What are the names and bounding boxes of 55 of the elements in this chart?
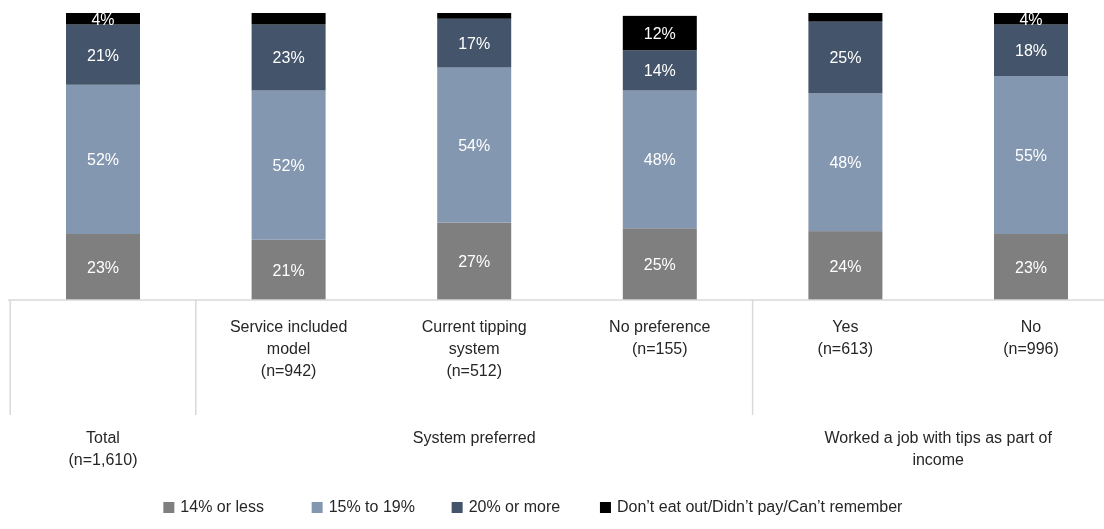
data-label: 4% bbox=[1019, 10, 1043, 28]
data-label: 48% bbox=[643, 151, 676, 169]
bar bbox=[994, 233, 1068, 300]
data-label: 12% bbox=[643, 25, 676, 43]
data-label: 52% bbox=[86, 151, 120, 169]
bar bbox=[808, 231, 883, 300]
bar bbox=[808, 13, 883, 22]
data-label: 14% bbox=[643, 62, 676, 80]
legend-label: 20% or more bbox=[468, 498, 561, 515]
x-tick-label: No preference (n=155) bbox=[609, 318, 711, 357]
text: Total (n=1,610) bbox=[68, 429, 138, 468]
bar bbox=[66, 233, 140, 300]
bar bbox=[622, 50, 697, 91]
data-label: 25% bbox=[643, 256, 676, 274]
bar bbox=[622, 228, 697, 300]
data-label: 23% bbox=[86, 258, 120, 276]
bar bbox=[251, 24, 326, 91]
legend-label: 15% to 19% bbox=[328, 498, 415, 515]
bar bbox=[994, 24, 1068, 77]
bar bbox=[251, 239, 326, 300]
data-label: 17% bbox=[458, 35, 491, 53]
bar bbox=[66, 84, 140, 234]
data-label: 21% bbox=[272, 261, 305, 279]
bar bbox=[437, 67, 512, 223]
data-label: 27% bbox=[458, 253, 491, 271]
data-label: 18% bbox=[1014, 42, 1048, 60]
bar bbox=[251, 13, 326, 25]
data-label: 54% bbox=[458, 137, 491, 155]
data-label: 21% bbox=[86, 46, 120, 64]
x-tick-label: Service included model (n=942) bbox=[229, 318, 348, 379]
bar bbox=[437, 18, 512, 68]
data-label: 23% bbox=[272, 49, 305, 67]
x-tick-label: No (n=996) bbox=[1003, 318, 1059, 357]
x-tick-label: Current tipping system (n=512) bbox=[421, 318, 527, 379]
data-label: 24% bbox=[829, 257, 862, 275]
data-label: 48% bbox=[829, 154, 862, 172]
data-label: 25% bbox=[829, 49, 862, 67]
bar bbox=[66, 24, 140, 85]
bar bbox=[994, 76, 1068, 234]
text: System preferred bbox=[412, 429, 536, 446]
data-label: 52% bbox=[272, 157, 305, 175]
bar bbox=[808, 93, 883, 232]
data-label: 55% bbox=[1014, 147, 1048, 165]
bar bbox=[437, 222, 512, 300]
data-label: 4% bbox=[91, 10, 115, 28]
bar bbox=[808, 21, 883, 94]
bar bbox=[251, 90, 326, 240]
data-label: 23% bbox=[1014, 258, 1048, 276]
bar bbox=[622, 90, 697, 229]
bar bbox=[437, 13, 512, 19]
bar bbox=[622, 15, 697, 51]
x-tick-label: Yes (n=613) bbox=[817, 318, 874, 357]
legend-label: 14% or less bbox=[180, 498, 264, 515]
text: Worked a job with tips as part of income bbox=[824, 429, 1053, 468]
legend-label: Don’t eat out/Didn’t pay/Can’t remember bbox=[616, 498, 904, 515]
